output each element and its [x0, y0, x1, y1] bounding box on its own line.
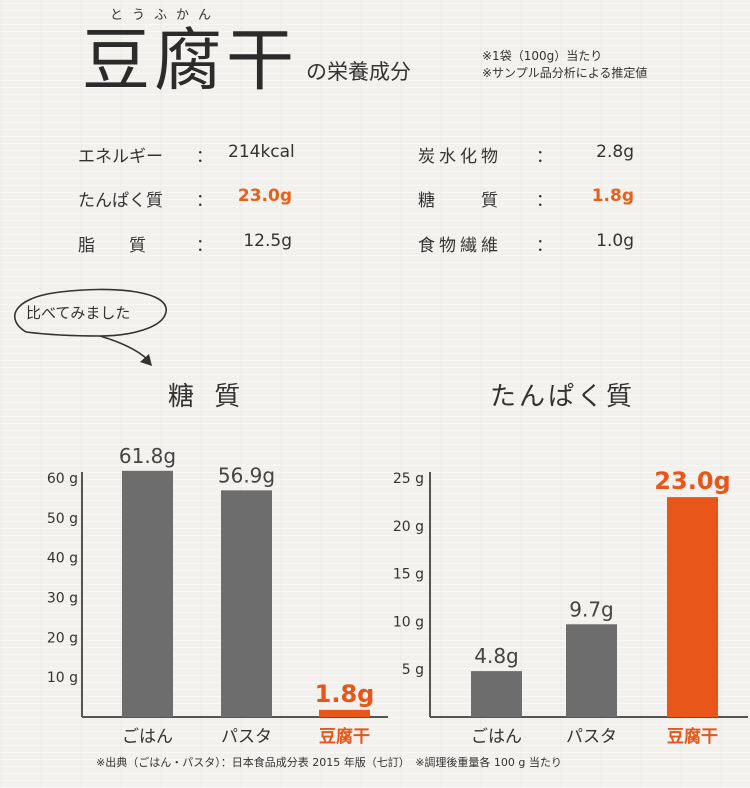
category-label: 豆腐干	[319, 726, 370, 747]
nutrition-label: 炭水化物	[418, 147, 502, 167]
bar	[667, 497, 718, 717]
category-label: 豆腐干	[667, 726, 718, 747]
chart-title-protein: たんぱく質	[490, 382, 636, 412]
y-tick-label: 20 g	[47, 630, 78, 646]
bar-data-label: 23.0g	[654, 467, 730, 495]
arrow-head-icon	[140, 354, 152, 366]
y-tick-label: 20 g	[393, 519, 424, 535]
chart-title-carbs: 糖 質	[168, 382, 247, 412]
bar	[319, 709, 370, 717]
title-ruby: とうふかん	[110, 8, 221, 23]
nutrition-value: 12.5g	[243, 231, 292, 251]
note-estimate: ※サンプル品分析による推定値	[482, 66, 648, 80]
source-footnote: ※出典（ごはん・パスタ）：日本食品成分表 2015 年版（七訂） ※調理後重量各…	[96, 756, 562, 769]
curved-arrow-icon	[99, 335, 149, 361]
carbs-bar-chart: 10 g 20 g 30 g 40 g 50 g 60 g 61.8g ごはん 56.9g パスタ…	[47, 444, 388, 747]
note-serving: ※1袋（100g）当たり	[482, 49, 603, 63]
nutrition-value: 2.8g	[596, 142, 634, 162]
category-label: ごはん	[471, 727, 522, 747]
nutrition-colon: ：	[536, 191, 553, 211]
nutrition-value: 214kcal	[228, 142, 295, 162]
bar	[471, 671, 522, 717]
bubble-outline	[14, 288, 167, 337]
bar-data-label: 9.7g	[569, 597, 614, 621]
y-tick-label: 25 g	[393, 471, 424, 487]
nutrition-colon: ：	[196, 147, 213, 167]
y-tick-label: 30 g	[47, 591, 78, 607]
y-tick-label: 60 g	[47, 471, 78, 487]
bar-data-label: 4.8g	[474, 644, 519, 668]
nutrition-label: 食物繊維	[418, 236, 502, 256]
nutrition-colon: ：	[536, 147, 553, 167]
page-title: 豆腐干	[82, 22, 299, 101]
compare-bubble	[14, 288, 167, 366]
nutrition-value: 1.8g	[591, 186, 634, 206]
category-label: パスタ	[566, 727, 617, 747]
category-label: ごはん	[122, 727, 173, 747]
y-tick-label: 5 g	[402, 662, 424, 678]
bar	[122, 470, 173, 717]
nutrition-label: 糖 質	[418, 191, 502, 211]
nutrition-colon: ：	[196, 236, 213, 256]
nutrition-value: 23.0g	[237, 186, 292, 206]
nutrition-colon: ：	[196, 191, 213, 211]
bar	[566, 624, 617, 717]
y-tick-label: 10 g	[47, 670, 78, 686]
nutrition-label: 脂 質	[78, 236, 146, 256]
nutrition-value: 1.0g	[596, 231, 634, 251]
compare-label: 比べてみました	[26, 304, 131, 322]
nutrition-colon: ：	[536, 236, 553, 256]
y-tick-label: 10 g	[393, 614, 424, 630]
bar-data-label: 1.8g	[315, 680, 375, 708]
nutrition-label: エネルギー	[78, 147, 163, 167]
y-tick-label: 40 g	[47, 551, 78, 567]
bar-data-label: 56.9g	[218, 463, 275, 487]
protein-bar-chart: 5 g 10 g 15 g 20 g 25 g 4.8g ごはん 9.7g パスタ 23.0g 豆腐…	[393, 467, 748, 747]
category-label: パスタ	[221, 727, 272, 747]
bar	[221, 490, 272, 717]
y-tick-label: 50 g	[47, 511, 78, 527]
nutrition-label: たんぱく質	[78, 191, 163, 211]
y-tick-label: 15 g	[393, 567, 424, 583]
page-subtitle: の栄養成分	[306, 60, 411, 84]
bar-data-label: 61.8g	[119, 444, 176, 468]
header-notes: ※1袋（100g）当たり ※サンプル品分析による推定値	[482, 48, 647, 82]
